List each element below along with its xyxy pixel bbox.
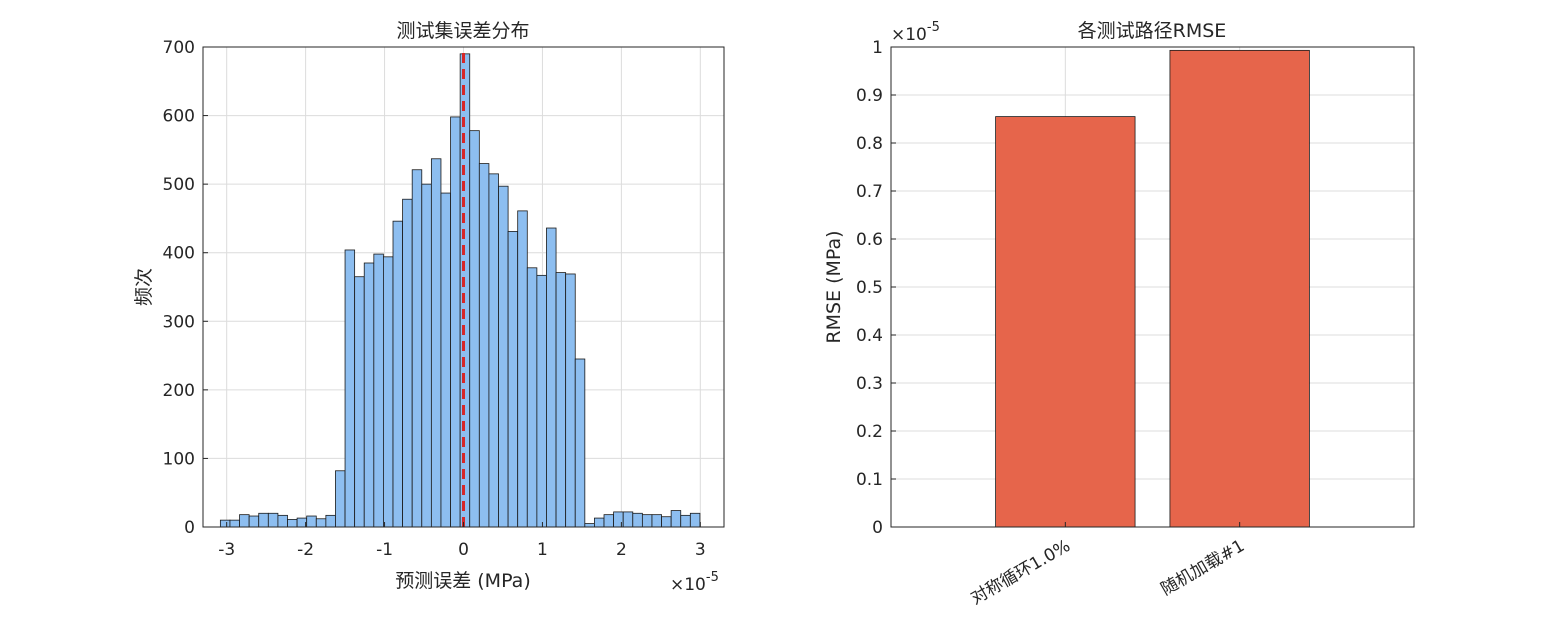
histogram-y-tick-label: 0 [184, 518, 195, 538]
histogram-bin [363, 262, 375, 528]
histogram-x-tick-label: 1 [537, 540, 548, 560]
histogram-bin [440, 192, 451, 528]
histogram-bin [689, 512, 701, 528]
histogram-bin [526, 267, 538, 528]
histogram-bin [306, 515, 317, 528]
rmse-y-ticks: 0 0.1 0.2 0.3 0.4 0.5 0.6 0.7 0.8 0.9 1 [856, 38, 896, 538]
histogram-bin [574, 358, 586, 528]
rmse-y-tick-label: 0.6 [856, 230, 883, 250]
histogram-bars [219, 53, 701, 528]
rmse-title: 各测试路径RMSE [1078, 20, 1227, 42]
rmse-y-tick-label: 0.1 [856, 470, 883, 490]
rmse-y-tick-label: 0.8 [856, 134, 883, 154]
histogram-bin [229, 519, 240, 528]
histogram-y-tick-label: 100 [163, 449, 195, 469]
histogram-bin [651, 514, 662, 528]
histogram-bin [488, 173, 499, 528]
rmse-y-axis-label: RMSE (MPa) [823, 230, 845, 343]
histogram-x-tick-label: 3 [695, 540, 706, 560]
histogram-x-exponent-base: ×10 [670, 575, 706, 595]
histogram-bin [517, 210, 528, 528]
rmse-y-exponent-power: -5 [927, 20, 940, 35]
histogram-bin [239, 514, 250, 528]
histogram-x-tick-label: -1 [376, 540, 393, 560]
histogram-x-axis-label: 预测误差 (MPa) [395, 570, 531, 592]
rmse-y-tick-label: 0.9 [856, 86, 883, 106]
rmse-y-tick-label: 0 [872, 518, 883, 538]
histogram-bin [469, 130, 480, 528]
rmse-bar [1169, 49, 1310, 528]
histogram-y-tick-label: 300 [163, 312, 195, 332]
histogram-y-tick-label: 400 [163, 244, 195, 264]
histogram-bin [392, 220, 403, 528]
rmse-y-tick-label: 0.5 [856, 278, 883, 298]
histogram-bin [344, 249, 356, 528]
histogram-x-tick-label: 2 [616, 540, 627, 560]
histogram-bin [632, 512, 643, 528]
histogram-bin [661, 516, 672, 528]
rmse-bar [995, 116, 1136, 528]
histogram-x-tick-label: -2 [297, 540, 314, 560]
histogram-bin [450, 116, 461, 528]
histogram-y-ticks: 0 100 200 300 400 500 600 700 [163, 38, 208, 538]
histogram-bin [402, 198, 413, 528]
rmse-bar-chart: 对称循环1.0% 随机加载#1 00.10.20.30.40.50.60.70.8… [823, 20, 1415, 609]
histogram-bin [498, 185, 509, 528]
histogram-x-tick-label: -3 [218, 540, 235, 560]
histogram-bin [622, 511, 634, 528]
histogram-y-tick-label: 200 [163, 381, 195, 401]
histogram-bin [373, 253, 384, 528]
histogram-bin [325, 514, 336, 528]
histogram-bin [641, 514, 653, 528]
histogram-bin [594, 517, 605, 528]
histogram-chart: -3 -2 -1 0 1 2 3 0 100 200 300 400 500 600 700 测试集误差分… [133, 20, 725, 595]
rmse-y-tick-label: 1 [872, 38, 883, 58]
histogram-x-exponent-power: -5 [706, 570, 719, 585]
histogram-bin [335, 470, 346, 528]
rmse-bars [995, 49, 1310, 528]
histogram-x-exponent: ×10-5 [670, 570, 719, 595]
histogram-y-tick-label: 600 [163, 107, 195, 127]
histogram-bin [546, 227, 557, 528]
histogram-bin [258, 512, 269, 528]
histogram-bin [555, 272, 567, 528]
rmse-y-exponent-base: ×10 [891, 25, 927, 45]
histogram-bin [277, 514, 288, 528]
histogram-bin [507, 231, 519, 528]
histogram-bin [383, 256, 394, 528]
rmse-y-tick-label: 0.2 [856, 422, 883, 442]
histogram-bin [478, 163, 490, 528]
histogram-bin [248, 515, 260, 528]
histogram-bin [430, 158, 442, 528]
histogram-bin [565, 273, 576, 528]
histogram-bin [536, 274, 547, 528]
rmse-y-tick-label: 0.3 [856, 374, 883, 394]
histogram-bin [354, 276, 365, 528]
histogram-bin [219, 519, 231, 528]
histogram-bin [287, 519, 298, 528]
histogram-bin [680, 514, 691, 528]
histogram-y-tick-label: 500 [163, 175, 195, 195]
histogram-bin [603, 514, 615, 528]
rmse-y-tick-label: 0.4 [856, 326, 883, 346]
histogram-bin [584, 523, 595, 528]
histogram-bin [411, 169, 423, 528]
histogram-bin [315, 518, 327, 528]
histogram-title: 测试集误差分布 [396, 20, 529, 42]
histogram-bin [670, 510, 682, 528]
histogram-bin [421, 183, 432, 528]
rmse-y-exponent: ×10-5 [891, 20, 940, 45]
histogram-x-tick-label: 0 [458, 540, 469, 560]
histogram-x-ticks: -3 -2 -1 0 1 2 3 [218, 522, 706, 560]
histogram-bin [267, 512, 279, 528]
histogram-y-axis-label: 频次 [133, 268, 155, 306]
rmse-y-tick-label: 0.7 [856, 182, 883, 202]
histogram-y-tick-label: 700 [163, 38, 195, 58]
